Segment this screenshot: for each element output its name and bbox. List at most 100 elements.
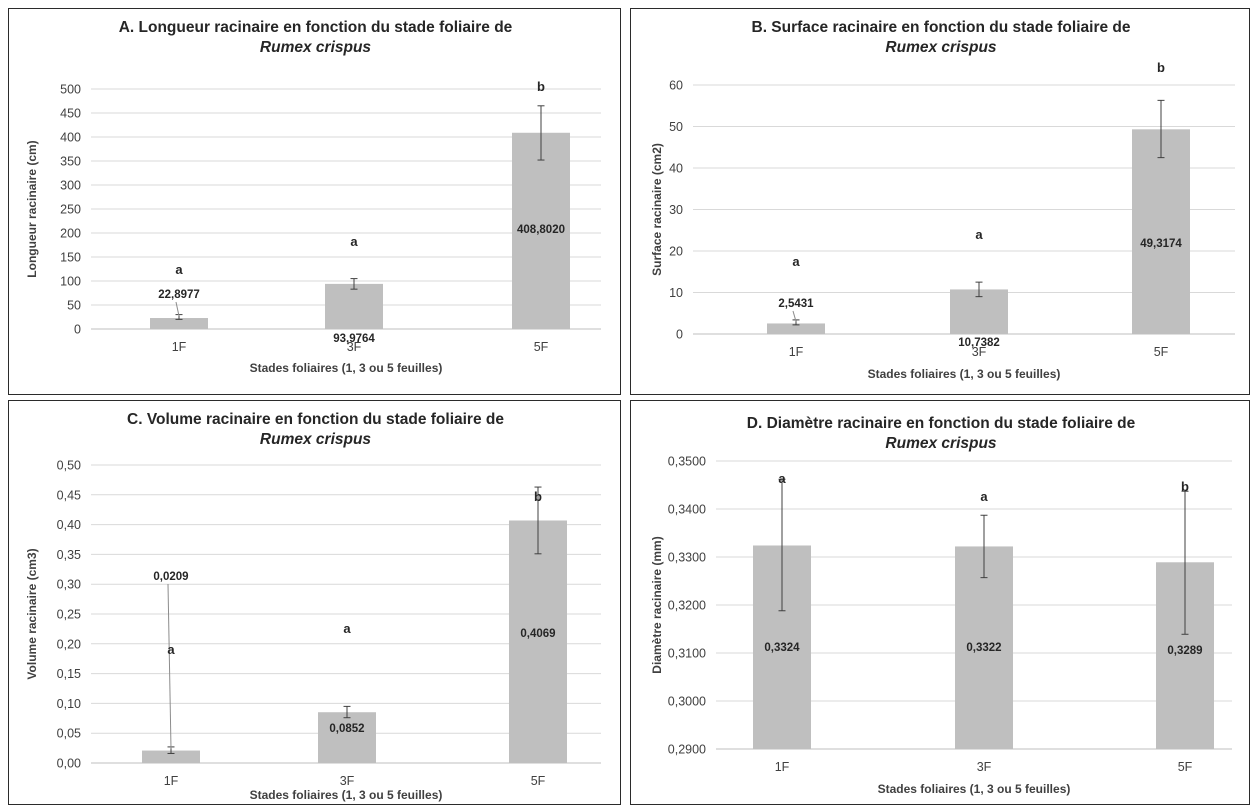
chart-title: A. Longueur racinaire en fonction du sta…	[119, 19, 513, 36]
y-axis-label: Diamètre racinaire (mm)	[650, 536, 664, 673]
significance-letter-5F: b	[1181, 479, 1189, 494]
y-tick-label: 40	[669, 162, 683, 176]
significance-letter-3F: a	[975, 227, 983, 242]
y-tick-label: 500	[60, 83, 81, 97]
y-tick-label: 10	[669, 286, 683, 300]
x-tick-label-5F: 5F	[534, 340, 549, 354]
significance-letter-5F: b	[537, 79, 545, 94]
chart-D: D. Diamètre racinaire en fonction du sta…	[650, 415, 1232, 796]
bar-5F	[512, 132, 570, 329]
y-tick-label: 200	[60, 227, 81, 241]
chart-title: D. Diamètre racinaire en fonction du sta…	[747, 415, 1136, 432]
panel-C: C. Volume racinaire en fonction du stade…	[8, 400, 621, 805]
y-tick-label: 450	[60, 107, 81, 121]
bar-5F	[509, 520, 567, 763]
y-tick-label: 250	[60, 203, 81, 217]
data-label-3F: 0,3322	[966, 642, 1001, 654]
x-tick-label-3F: 3F	[340, 774, 355, 788]
panel-B: B. Surface racinaire en fonction du stad…	[630, 8, 1250, 395]
data-label-1F: 0,0209	[153, 571, 188, 583]
x-axis-label: Stades foliaires (1, 3 ou 5 feuilles)	[878, 782, 1071, 796]
significance-letter-1F: a	[175, 262, 183, 277]
y-tick-label: 0,30	[57, 578, 81, 592]
y-tick-label: 300	[60, 179, 81, 193]
x-tick-label-1F: 1F	[789, 345, 804, 359]
y-tick-label: 0,45	[57, 488, 81, 502]
y-tick-label: 0,2900	[668, 743, 706, 757]
chart-C: C. Volume racinaire en fonction du stade…	[25, 411, 601, 802]
significance-letter-5F: b	[1157, 60, 1165, 75]
y-tick-label: 0,00	[57, 757, 81, 771]
significance-letter-3F: a	[350, 234, 358, 249]
significance-letter-3F: a	[980, 489, 988, 504]
data-label-3F: 10,7382	[958, 337, 1000, 349]
x-tick-label-1F: 1F	[775, 760, 790, 774]
x-tick-label-5F: 5F	[1178, 760, 1193, 774]
y-tick-label: 0	[74, 323, 81, 337]
y-tick-label: 0,3100	[668, 647, 706, 661]
y-tick-label: 0,05	[57, 727, 81, 741]
y-axis-label: Longueur racinaire (cm)	[25, 140, 39, 277]
y-tick-label: 50	[67, 299, 81, 313]
y-tick-label: 0,3500	[668, 455, 706, 469]
data-label-1F: 0,3324	[764, 642, 800, 654]
chart-title: C. Volume racinaire en fonction du stade…	[127, 411, 504, 428]
significance-letter-1F: a	[778, 471, 786, 486]
x-tick-label-1F: 1F	[164, 774, 179, 788]
data-label-3F: 93,9764	[333, 333, 375, 345]
y-tick-label: 0,15	[57, 667, 81, 681]
x-tick-label-1F: 1F	[172, 340, 187, 354]
data-label-1F: 2,5431	[778, 298, 814, 310]
x-tick-label-3F: 3F	[972, 345, 987, 359]
x-axis-label: Stades foliaires (1, 3 ou 5 feuilles)	[868, 367, 1061, 381]
chart-title: B. Surface racinaire en fonction du stad…	[752, 19, 1131, 36]
chart-title-species: Rumex crispus	[260, 39, 372, 56]
x-axis-label: Stades foliaires (1, 3 ou 5 feuilles)	[250, 788, 443, 802]
y-tick-label: 0,10	[57, 697, 81, 711]
chart-title-species: Rumex crispus	[260, 431, 372, 448]
y-axis-label: Volume racinaire (cm3)	[25, 548, 39, 679]
chart-title-species: Rumex crispus	[885, 435, 997, 452]
bar-5F	[1132, 129, 1190, 334]
y-tick-label: 0,35	[57, 548, 81, 562]
x-tick-label-5F: 5F	[531, 774, 546, 788]
significance-letter-1F: a	[167, 642, 175, 657]
y-tick-label: 0,25	[57, 608, 81, 622]
data-label-5F: 408,8020	[517, 224, 565, 236]
data-label-5F: 49,3174	[1140, 238, 1182, 250]
y-tick-label: 0,3300	[668, 551, 706, 565]
significance-letter-3F: a	[343, 621, 351, 636]
significance-letter-1F: a	[792, 254, 800, 269]
y-tick-label: 0,50	[57, 459, 81, 473]
data-label-leader-1F	[175, 301, 180, 317]
x-tick-label-3F: 3F	[347, 340, 362, 354]
y-tick-label: 100	[60, 275, 81, 289]
y-tick-label: 0,3200	[668, 599, 706, 613]
data-label-1F: 22,8977	[158, 289, 200, 301]
y-tick-label: 60	[669, 79, 683, 93]
chart-B: B. Surface racinaire en fonction du stad…	[650, 19, 1235, 381]
y-tick-label: 0,3000	[668, 695, 706, 709]
y-tick-label: 30	[669, 203, 683, 217]
data-label-3F: 0,0852	[329, 723, 364, 735]
chart-title-species: Rumex crispus	[885, 39, 997, 56]
data-label-5F: 0,3289	[1167, 645, 1202, 657]
x-tick-label-3F: 3F	[977, 760, 992, 774]
bar-3F	[955, 546, 1013, 749]
y-tick-label: 400	[60, 131, 81, 145]
bar-1F	[767, 323, 825, 334]
data-label-leader-1F	[792, 310, 797, 322]
bar-3F	[325, 283, 383, 329]
y-axis-label: Surface racinaire (cm2)	[650, 143, 664, 276]
y-tick-label: 0,40	[57, 518, 81, 532]
panel-A: A. Longueur racinaire en fonction du sta…	[8, 8, 621, 395]
y-tick-label: 0,20	[57, 637, 81, 651]
x-axis-label: Stades foliaires (1, 3 ou 5 feuilles)	[250, 361, 443, 375]
y-tick-label: 20	[669, 245, 683, 259]
panel-D: D. Diamètre racinaire en fonction du sta…	[630, 400, 1250, 805]
data-label-5F: 0,4069	[520, 628, 555, 640]
data-label-leader-1F	[167, 583, 172, 749]
y-tick-label: 350	[60, 155, 81, 169]
x-tick-label-5F: 5F	[1154, 345, 1169, 359]
